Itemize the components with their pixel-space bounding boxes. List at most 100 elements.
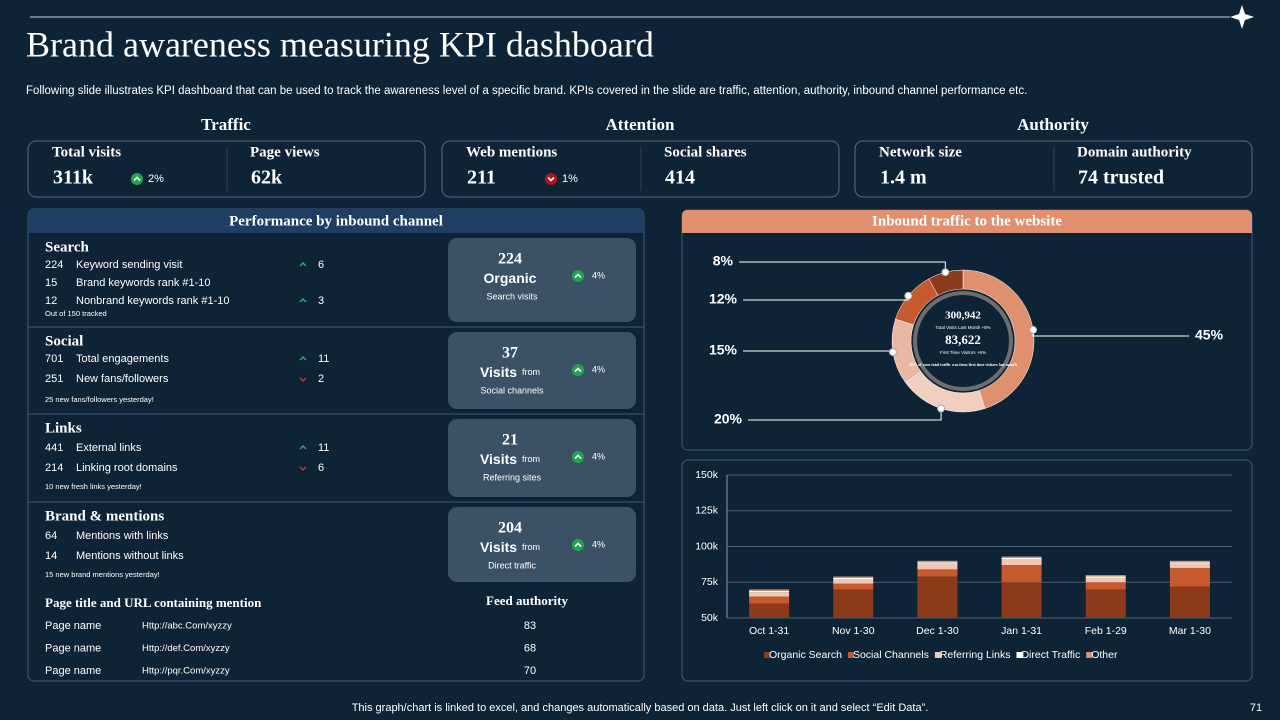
card-sub: Direct traffic bbox=[488, 560, 536, 570]
x-tick-label: Dec 1-30 bbox=[916, 625, 959, 637]
kpi-change: 1% bbox=[562, 173, 578, 185]
footer-note: This graph/chart is linked to excel, and… bbox=[352, 702, 929, 714]
bar-segment bbox=[833, 576, 874, 578]
section-title: Search bbox=[45, 239, 90, 255]
x-tick-label: Oct 1-31 bbox=[749, 625, 789, 637]
leader-dot bbox=[941, 268, 950, 277]
bar-segment bbox=[833, 577, 874, 580]
channel-card bbox=[448, 238, 636, 322]
trend-icon bbox=[572, 364, 584, 376]
kpi-label: Social shares bbox=[664, 144, 747, 160]
x-tick-label: Jan 1-31 bbox=[1001, 625, 1042, 637]
table-cell: Http://pqr.Com/xyzzy bbox=[142, 666, 230, 677]
y-tick-label: 150k bbox=[695, 469, 719, 481]
trend-icon bbox=[545, 173, 557, 185]
legend-marker bbox=[934, 652, 941, 658]
slice-label: 8% bbox=[713, 253, 734, 269]
row-count: 14 bbox=[45, 550, 57, 562]
trend-chevron bbox=[574, 367, 582, 373]
table-cell: 83 bbox=[524, 620, 536, 632]
channel-card bbox=[448, 332, 636, 409]
kpi-change: 2% bbox=[148, 173, 164, 185]
leader-dot bbox=[904, 291, 913, 300]
bar-segment bbox=[749, 590, 790, 593]
kpi-box bbox=[441, 140, 840, 198]
kpi-value: 211 bbox=[467, 167, 496, 189]
bar-segment bbox=[1001, 557, 1042, 560]
card-main: Organic bbox=[484, 270, 537, 286]
row-label: Brand keywords rank #1-10 bbox=[76, 277, 211, 289]
row-label: Keyword sending visit bbox=[76, 259, 182, 271]
row-count: 15 bbox=[45, 277, 57, 289]
donut-center-text: 300,942 bbox=[945, 310, 981, 322]
bar-segment bbox=[749, 592, 790, 597]
bar-segment bbox=[917, 576, 958, 618]
card-change: 4% bbox=[592, 364, 605, 374]
leader-dot bbox=[937, 404, 946, 413]
row-count: 251 bbox=[45, 373, 63, 385]
bar-segment bbox=[833, 589, 874, 618]
slice-label: 45% bbox=[1195, 327, 1224, 343]
kpi-box bbox=[854, 140, 1253, 198]
card-number: 37 bbox=[502, 345, 518, 362]
kpi-value: 414 bbox=[665, 167, 695, 189]
slice-label: 20% bbox=[714, 411, 743, 427]
bar-segment bbox=[1001, 556, 1042, 558]
donut-center-text: First Time Visitors +6% bbox=[940, 350, 986, 355]
card-main-text: Organic bbox=[484, 270, 537, 286]
trend-chevron bbox=[133, 176, 141, 182]
performance-title: Performance by inbound channel bbox=[229, 213, 443, 229]
card-main: Visits from bbox=[480, 451, 540, 467]
card-main: Visits from bbox=[480, 539, 540, 555]
row-label: New fans/followers bbox=[76, 373, 169, 385]
performance-header bbox=[28, 209, 644, 233]
bar-segment bbox=[1001, 582, 1042, 618]
legend-label: Other bbox=[1091, 649, 1118, 661]
row-count: 12 bbox=[45, 295, 57, 307]
trend-chevron bbox=[299, 356, 307, 361]
card-main-text: Visits bbox=[480, 451, 517, 467]
card-main: Visits from bbox=[480, 364, 540, 380]
row-count: 64 bbox=[45, 530, 57, 542]
channel-card bbox=[448, 419, 636, 497]
card-sub: Social channels bbox=[480, 385, 544, 395]
bar-segment bbox=[749, 596, 790, 604]
chart-title: Inbound traffic to the website bbox=[872, 213, 1062, 229]
card-number: 224 bbox=[498, 251, 522, 268]
row-change: 3 bbox=[318, 295, 324, 307]
row-count: 224 bbox=[45, 259, 63, 271]
kpi-box bbox=[27, 140, 426, 198]
donut-header bbox=[682, 210, 1252, 233]
subtitle: Following slide illustrates KPI dashboar… bbox=[26, 85, 1027, 97]
bar-segment bbox=[917, 563, 958, 570]
card-main-text: Visits bbox=[480, 364, 517, 380]
bar-segment bbox=[917, 562, 958, 564]
trend-chevron bbox=[299, 298, 307, 303]
donut-center-text: 38% of your total traffic was from first… bbox=[909, 362, 1017, 367]
card-sub: Referring sites bbox=[483, 472, 542, 482]
trend-chevron bbox=[299, 466, 307, 471]
kpi-label: Domain authority bbox=[1077, 144, 1192, 160]
y-tick-label: 50k bbox=[701, 612, 719, 624]
card-from: from bbox=[522, 542, 540, 552]
legend-marker bbox=[847, 652, 854, 658]
row-label: Nonbrand keywords rank #1-10 bbox=[76, 295, 229, 307]
bar-panel bbox=[681, 459, 1253, 682]
row-change: 6 bbox=[318, 259, 324, 271]
row-change: 6 bbox=[318, 462, 324, 474]
section-title: Links bbox=[45, 420, 82, 436]
trend-chevron bbox=[299, 445, 307, 450]
card-main-text: Visits bbox=[480, 539, 517, 555]
y-tick-label: 125k bbox=[695, 505, 719, 517]
bars bbox=[749, 556, 1210, 618]
x-tick-label: Mar 1-30 bbox=[1169, 625, 1211, 637]
row-label: Total engagements bbox=[76, 353, 169, 365]
trend-chevron bbox=[574, 454, 582, 460]
row-change: 11 bbox=[318, 353, 329, 365]
trend-icon bbox=[572, 270, 584, 282]
leader-dot bbox=[1029, 325, 1038, 334]
bar-segment bbox=[917, 560, 958, 563]
channel-card bbox=[448, 507, 636, 582]
kpi-label: Network size bbox=[879, 144, 962, 160]
